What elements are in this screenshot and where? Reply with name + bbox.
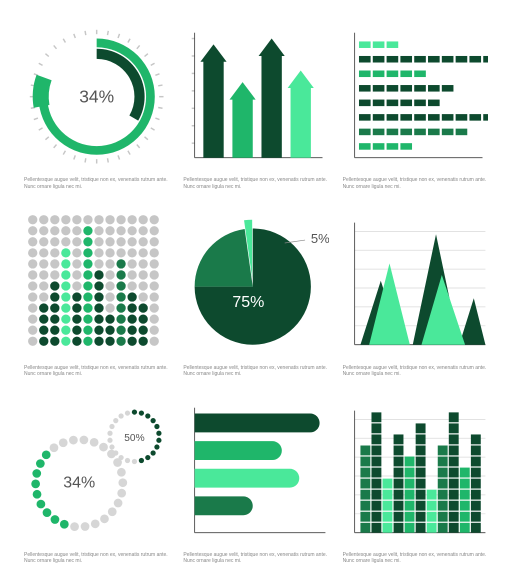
infographic-grid: 34% Pellentesque augue velit, tristique … [24,24,488,488]
caption: Pellentesque augue velit, tristique non … [183,177,328,197]
cell-hbars: Pellentesque augue velit, tristique non … [183,399,328,572]
pie-chart: 75% 5% [183,211,328,356]
caption: Pellentesque augue velit, tristique non … [24,365,169,385]
cell-arrows: Pellentesque augue velit, tristique non … [183,24,328,197]
donut-chart: 34% [24,24,169,169]
caption: Pellentesque augue velit, tristique non … [183,365,328,385]
cell-donut: 34% Pellentesque augue velit, tristique … [24,24,169,197]
cell-peaks: Pellentesque augue velit, tristique non … [343,211,488,384]
arrow-bar-chart [183,24,328,169]
svg-text:50%: 50% [124,433,144,444]
area-peaks-chart [343,211,488,356]
dot-matrix-chart [24,211,169,356]
caption: Pellentesque augue velit, tristique non … [24,552,169,572]
svg-text:34%: 34% [63,474,95,491]
caption: Pellentesque augue velit, tristique non … [343,552,488,572]
caption: Pellentesque augue velit, tristique non … [24,177,169,197]
segmented-bar-chart [343,24,488,169]
caption: Pellentesque augue velit, tristique non … [343,177,488,197]
cell-segbars: Pellentesque augue velit, tristique non … [343,24,488,197]
cell-dotmatrix: Pellentesque augue velit, tristique non … [24,211,169,384]
caption: Pellentesque augue velit, tristique non … [343,365,488,385]
cell-radial: 50% 34% Pellentesque augue velit, tristiq… [24,399,169,572]
cell-pie: 75% 5% Pellentesque augue velit, tristiqu… [183,211,328,384]
cell-pixelcols: Pellentesque augue velit, tristique non … [343,399,488,572]
svg-text:34%: 34% [79,86,114,106]
svg-text:75%: 75% [233,294,265,311]
horizontal-bar-chart [183,399,328,544]
caption: Pellentesque augue velit, tristique non … [183,552,328,572]
radial-dots-chart: 50% 34% [24,399,169,544]
pixel-column-chart [343,399,488,544]
svg-text:5%: 5% [311,231,328,246]
